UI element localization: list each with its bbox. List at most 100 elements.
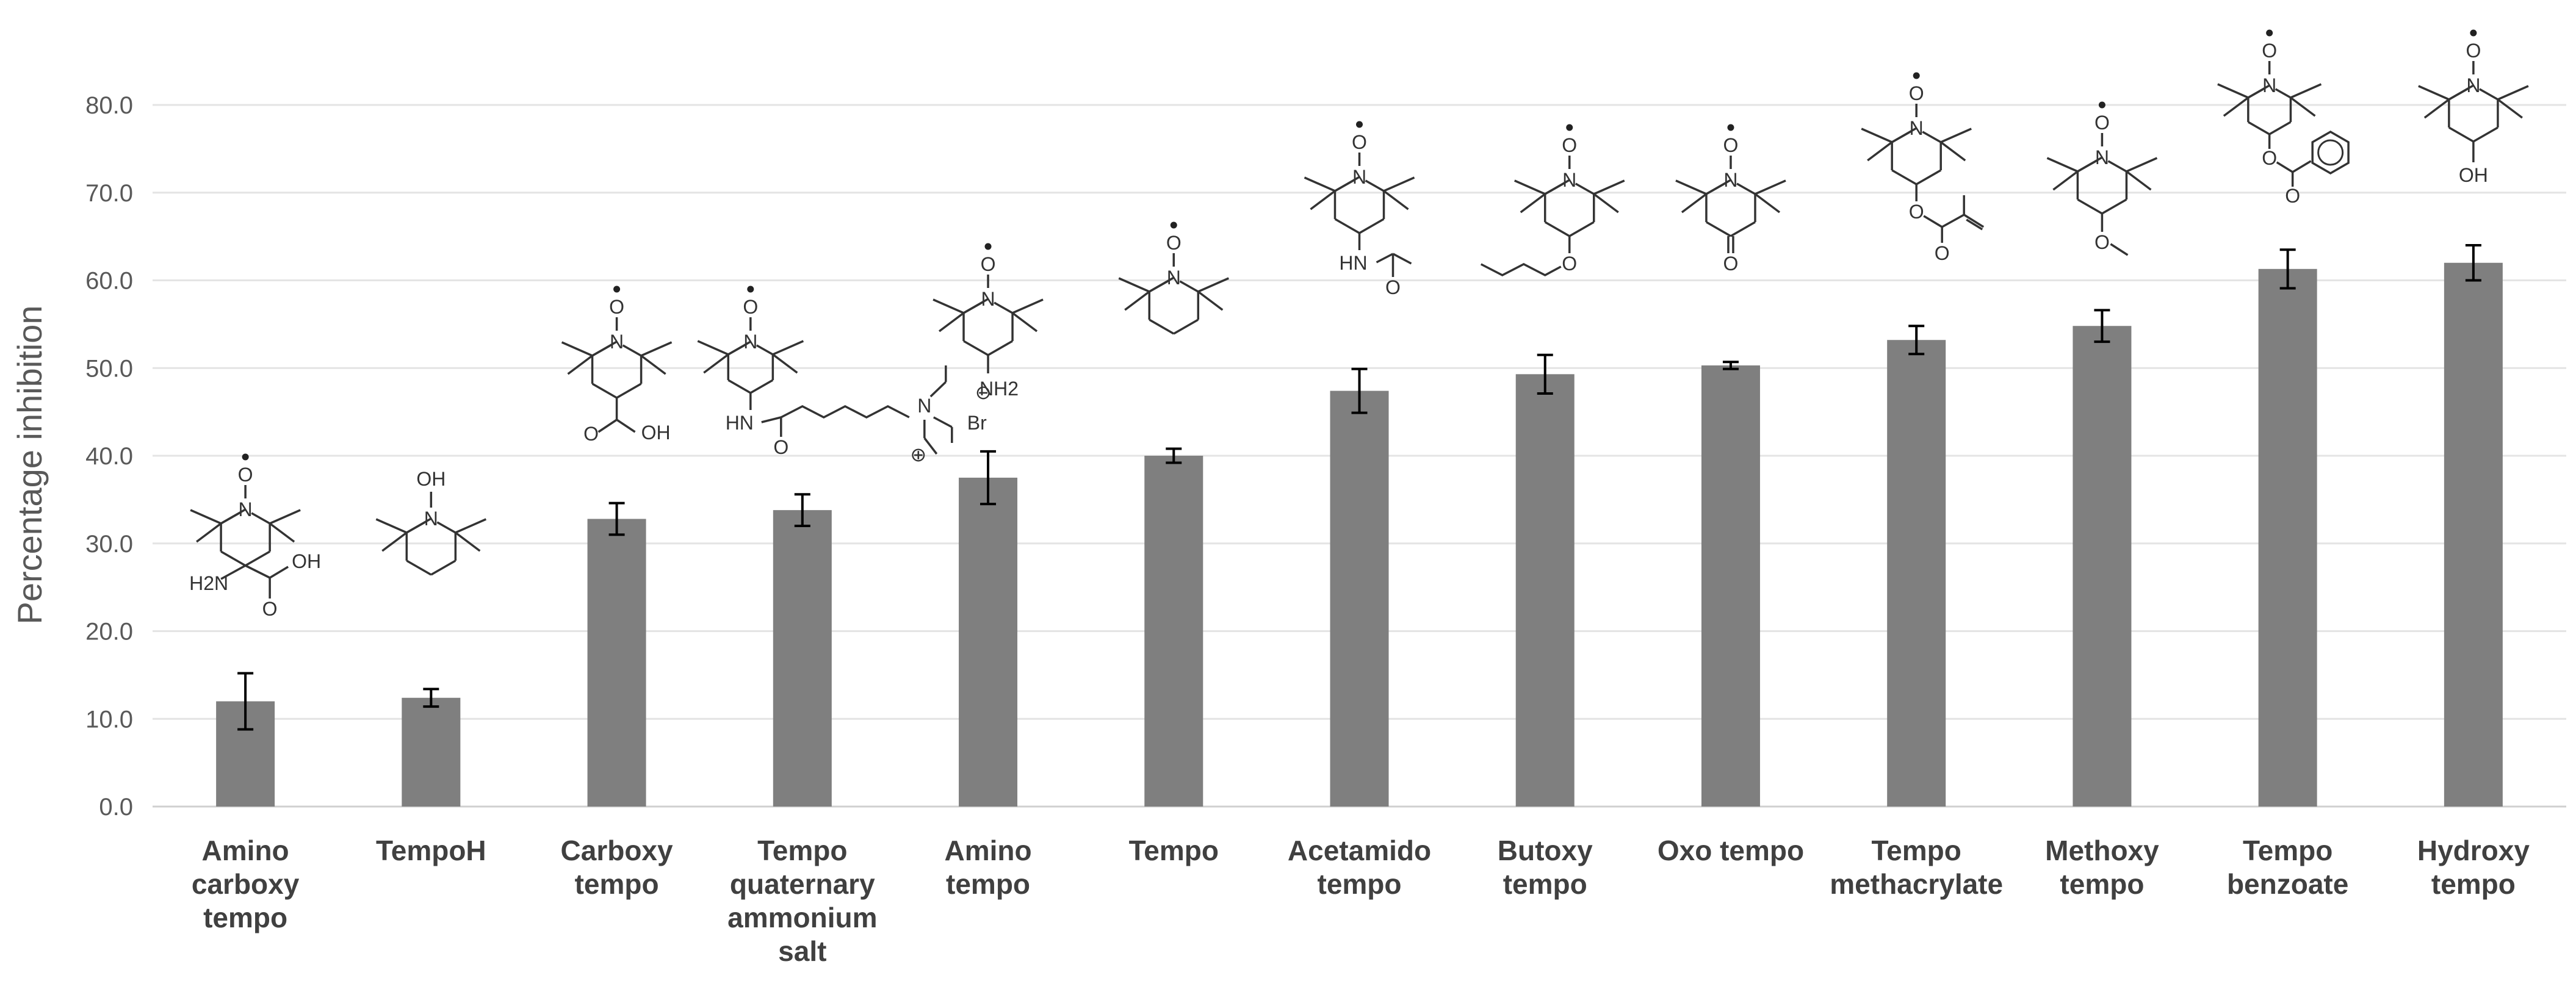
error-bar (2279, 248, 2296, 290)
category-label: TempoH (376, 835, 486, 866)
y-axis-ticks: 0.0 10.0 20.0 30.0 40.0 50.0 60.0 70.0 80.0 (85, 92, 133, 821)
oxo-tempo-structure: NOO (1675, 124, 1786, 275)
error-bar (980, 450, 997, 506)
svg-text:O: O (743, 296, 758, 318)
error-bar (1537, 353, 1553, 395)
svg-text:O: O (1385, 276, 1401, 298)
category-label: tempo (203, 902, 287, 933)
category-label: Methoxy (2045, 835, 2159, 866)
category-label: tempo (2431, 868, 2516, 900)
svg-text:NH2: NH2 (980, 378, 1019, 400)
svg-text:O: O (1562, 253, 1577, 275)
category-label: Hydroxy (2417, 835, 2530, 866)
category-label: tempo (2060, 868, 2144, 900)
bar (959, 477, 1018, 807)
bar (587, 519, 646, 807)
bar (1701, 365, 1760, 807)
chemical-structures: NOH2NOHONOHNOOHONOHNON⊕Br⊖NONH2NONOHNONO… (189, 29, 2529, 620)
svg-text:N: N (981, 288, 995, 310)
category-label: Tempo (1872, 835, 1961, 866)
svg-text:N: N (2466, 74, 2480, 96)
svg-text:O: O (1562, 134, 1577, 156)
category-label: tempo (1503, 868, 1587, 900)
bar (1887, 340, 1946, 807)
svg-text:N: N (2262, 74, 2276, 96)
y-tick-label: 50.0 (85, 355, 133, 382)
svg-text:O: O (262, 598, 278, 620)
category-label: tempo (575, 868, 659, 900)
svg-text:O: O (1723, 134, 1739, 156)
bar (402, 697, 461, 807)
svg-text:O: O (1935, 242, 1950, 264)
category-label: quaternary (730, 868, 875, 900)
error-bar (1166, 447, 1182, 464)
svg-text:O: O (2285, 185, 2300, 207)
category-label: tempo (946, 868, 1030, 900)
bar (2258, 268, 2317, 807)
svg-text:Br: Br (967, 412, 987, 434)
svg-text:O: O (2466, 40, 2481, 62)
category-label: carboxy (192, 868, 300, 900)
category-label: tempo (1318, 868, 1402, 900)
tempo-structure: NO (1118, 221, 1229, 335)
svg-text:O: O (583, 423, 599, 445)
error-bar (423, 688, 439, 708)
error-bar (2094, 309, 2110, 343)
svg-text:HN: HN (1339, 252, 1367, 274)
error-bar (1908, 325, 1925, 356)
category-label: Amino (944, 835, 1031, 866)
error-bars (237, 244, 2481, 731)
svg-text:O: O (609, 296, 624, 318)
svg-text:O: O (1909, 82, 1924, 104)
bar (773, 510, 832, 807)
svg-text:O: O (773, 436, 788, 458)
category-label: Oxo tempo (1658, 835, 1804, 866)
svg-text:N: N (1562, 169, 1576, 191)
y-tick-label: 60.0 (85, 268, 133, 295)
error-bar (608, 502, 625, 536)
svg-text:N: N (239, 498, 253, 520)
svg-text:OH: OH (641, 422, 671, 444)
svg-text:N: N (1167, 267, 1181, 289)
svg-text:N: N (1910, 117, 1924, 139)
bar (1144, 456, 1203, 807)
bar (1330, 390, 1389, 807)
svg-text:O: O (1166, 232, 1182, 254)
svg-text:N: N (1723, 169, 1737, 191)
error-bar (1351, 367, 1368, 414)
category-label: methacrylate (1830, 868, 2003, 900)
svg-text:O: O (238, 464, 253, 486)
y-tick-label: 0.0 (99, 794, 133, 821)
error-bar (237, 672, 254, 731)
svg-text:H2N: H2N (189, 572, 228, 594)
bar (2444, 262, 2503, 807)
svg-text:OH: OH (292, 550, 321, 572)
svg-text:N: N (2095, 146, 2109, 168)
bar (1515, 374, 1575, 807)
category-label: salt (778, 935, 826, 967)
category-label: Amino (202, 835, 289, 866)
bars (216, 262, 2503, 807)
y-tick-label: 10.0 (85, 706, 133, 733)
y-tick-label: 80.0 (85, 92, 133, 119)
svg-text:N: N (424, 508, 438, 530)
svg-text:O: O (981, 253, 996, 275)
svg-text:O: O (2094, 112, 2110, 134)
svg-text:N: N (917, 395, 931, 417)
y-tick-label: 30.0 (85, 531, 133, 558)
svg-text:O: O (1723, 253, 1739, 275)
y-axis-label: Percentage inhibition (10, 305, 49, 624)
amino-tempo-structure: NO NH2 (933, 243, 1044, 400)
svg-text:O: O (1909, 201, 1924, 223)
svg-text:OH: OH (2459, 164, 2488, 186)
svg-text:N: N (743, 331, 757, 353)
category-label: Acetamido (1288, 835, 1431, 866)
tempoh-structure: N OH (375, 468, 487, 576)
error-bar (1722, 361, 1739, 370)
